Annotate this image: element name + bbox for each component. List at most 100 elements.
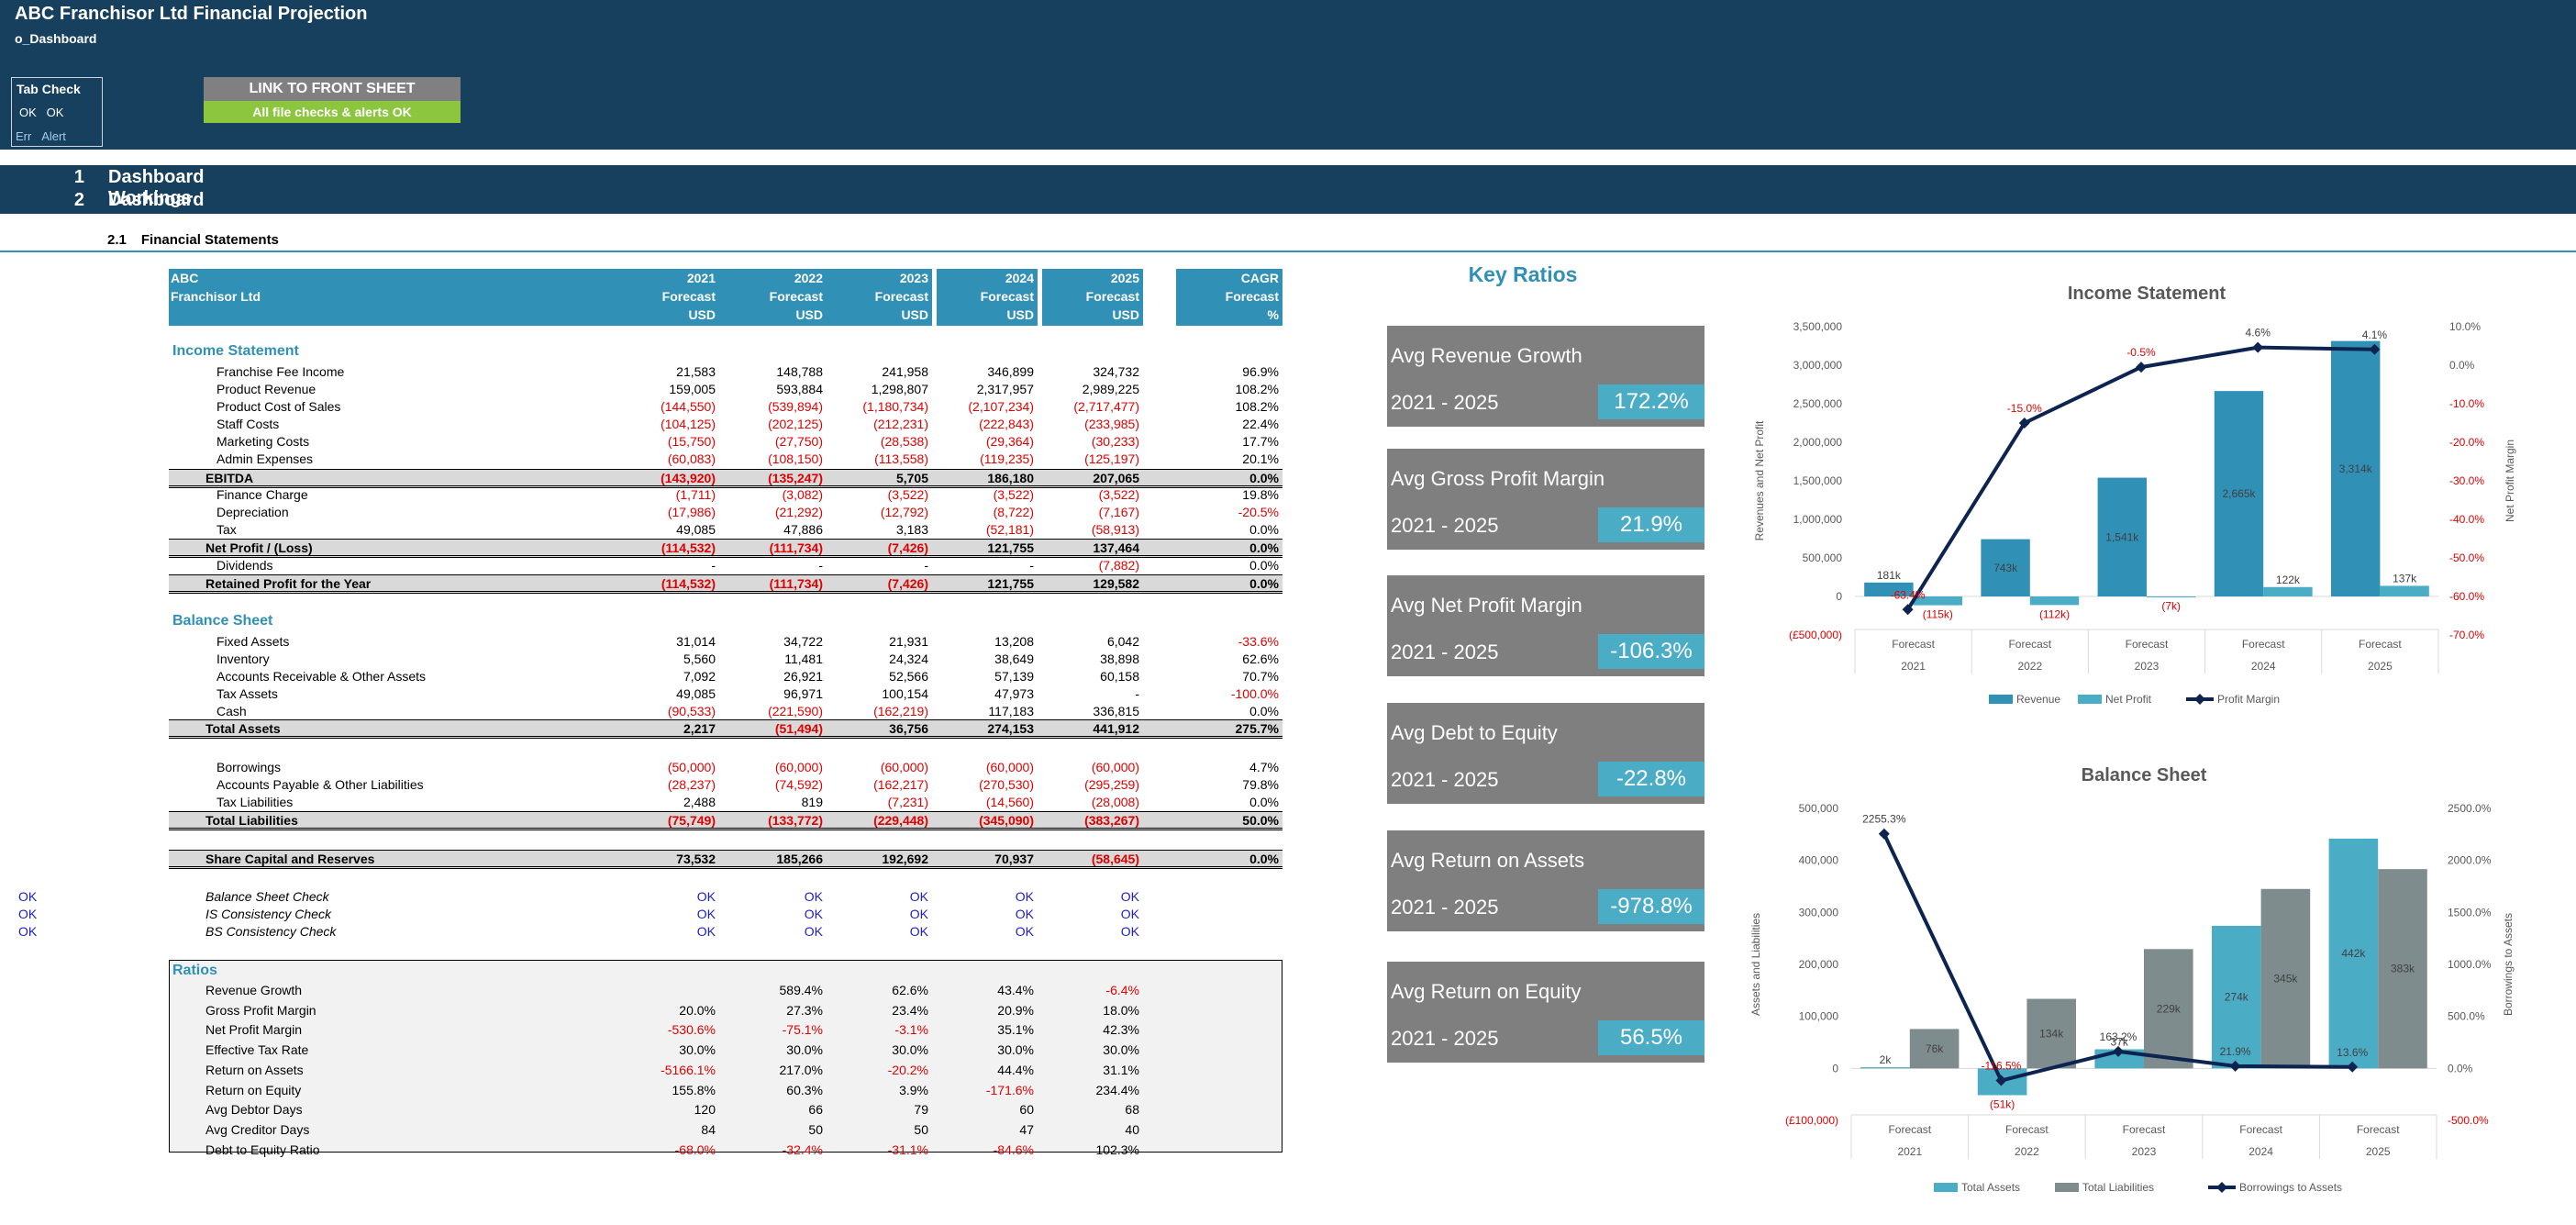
cell-2025: -	[1038, 685, 1139, 703]
cell-2022: 27.3%	[722, 1002, 823, 1019]
cell-2023: 36,756	[827, 720, 928, 738]
bar-data-label: (115k)	[1923, 608, 1953, 621]
key-ratio-value: -22.8%	[1598, 762, 1704, 796]
cell-2023: 24,324	[827, 651, 928, 668]
chart-title: Balance Sheet	[2082, 765, 2207, 785]
cell-2021: 21,583	[615, 363, 716, 381]
ratio-row: Avg Debtor Days 120 66 79 60 68	[169, 1101, 1282, 1119]
cell-2025: (58,645)	[1038, 851, 1139, 868]
key-ratio-name: Avg Net Profit Margin	[1391, 594, 1582, 618]
cell-cagr: 108.2%	[1178, 381, 1279, 398]
bar-net-profit	[2147, 596, 2195, 597]
cell-2023: (7,426)	[827, 575, 928, 593]
legend-item: Borrowings to Assets	[2208, 1181, 2342, 1194]
company-name: ABC Franchisor Ltd	[169, 269, 270, 287]
y2-tick-label: -500.0%	[2448, 1114, 2489, 1127]
link-to-front-sheet-button[interactable]: LINK TO FRONT SHEET	[204, 77, 461, 101]
table-row: Tax Assets 49,085 96,971 100,154 47,973- -100…	[169, 685, 1282, 703]
row-label: BS Consistency Check	[205, 923, 336, 941]
cell-2022: 60.3%	[722, 1082, 823, 1099]
y-tick-label: (£100,000)	[1785, 1114, 1838, 1127]
cell-2025: (383,267)	[1038, 812, 1139, 830]
line-data-label: 4.6%	[2246, 327, 2271, 340]
row-label: Total Liabilities	[205, 812, 298, 830]
row-label: Product Revenue	[217, 381, 316, 398]
cell-2023: OK	[827, 923, 928, 941]
cell-2024: 38,649	[933, 651, 1034, 668]
y-axis-title: Assets and Liabilities	[1749, 913, 1762, 1016]
retained-profit-row: Retained Profit for the Year (114,532) (11…	[169, 574, 1282, 594]
cell-cagr: 4.7%	[1178, 759, 1279, 776]
bar-total-assets	[1860, 1067, 1910, 1068]
cell-2022: 26,921	[722, 668, 823, 685]
share-capital-row: Share Capital and Reserves 73,532 185,266 1…	[169, 850, 1282, 869]
legend-label: Net Profit	[2105, 693, 2152, 706]
table-row: Admin Expenses (60,083) (108,150) (113,558)…	[169, 451, 1282, 468]
y-tick-label: 500,000	[1799, 802, 1839, 815]
y2-tick-label: 0.0%	[2448, 1062, 2473, 1075]
row-label: Finance Charge	[217, 486, 308, 504]
table-row: Marketing Costs (15,750) (27,750) (28,538)(…	[169, 433, 1282, 451]
cell-2022: OK	[722, 906, 823, 923]
ratios-title: Ratios	[172, 963, 217, 979]
cell-2025: (2,717,477)	[1038, 398, 1139, 416]
section-2-label: Dashboard	[108, 190, 204, 211]
cell-2024: -171.6%	[933, 1082, 1034, 1099]
cell-2023: (3,522)	[827, 486, 928, 504]
key-ratio-card: Avg Revenue Growth 2021 - 2025 172.2%	[1387, 326, 1704, 427]
cell-2023: (60,000)	[827, 759, 928, 776]
cell-2024: (222,843)	[933, 416, 1034, 433]
y2-tick-label: -60.0%	[2449, 590, 2484, 603]
cell-2023: (28,538)	[827, 433, 928, 451]
year-label: 2025	[1042, 269, 1143, 287]
legend-label: Total Liabilities	[2082, 1181, 2154, 1194]
cell-2025: 137,464	[1038, 540, 1139, 557]
currency-label: USD	[937, 306, 1038, 324]
cell-2024: 274,153	[933, 720, 1034, 738]
cell-cagr: 22.4%	[1178, 416, 1279, 433]
cell-2023: 3.9%	[827, 1082, 928, 1099]
tab-check-ok-2: OK	[47, 106, 64, 119]
category-label: 2024	[2248, 1145, 2273, 1158]
year-label: 2024	[937, 269, 1038, 287]
company-header-cell: ABC Franchisor Ltd	[169, 269, 270, 326]
y-tick-label: 1,500,000	[1793, 474, 1843, 487]
cell-2022: (21,292)	[722, 504, 823, 521]
cell-2021: (144,550)	[615, 398, 716, 416]
row-label: Net Profit Margin	[205, 1021, 302, 1039]
cell-2022: (27,750)	[722, 433, 823, 451]
y2-tick-label: 1000.0%	[2448, 958, 2492, 971]
cell-2021: (114,532)	[615, 575, 716, 593]
bar-net-profit	[2380, 585, 2428, 596]
bar-net-profit	[2263, 587, 2312, 596]
total-liabilities-row: Total Liabilities (75,749) (133,772) (229,4…	[169, 811, 1282, 830]
y2-tick-label: 10.0%	[2449, 320, 2481, 333]
forecast-label: Forecast	[726, 287, 827, 306]
legend-item: Total Assets	[1934, 1181, 2020, 1194]
tab-check-err: Err	[16, 129, 31, 143]
bar-data-label: 134k	[2039, 1027, 2064, 1040]
y2-axis-title: Borrowings to Assets	[2502, 913, 2515, 1016]
cell-2024: 47	[933, 1121, 1034, 1139]
ratio-row: Avg Creditor Days 84 50 50 47 40	[169, 1121, 1282, 1139]
y2-axis-title: Net Profit Margin	[2504, 440, 2516, 522]
y-tick-label: 300,000	[1799, 906, 1839, 919]
cell-2024: OK	[933, 906, 1034, 923]
ratio-row: Return on Assets -5166.1% 217.0% -20.2% 44.4…	[169, 1062, 1282, 1079]
line-data-label: -0.5%	[2126, 346, 2156, 359]
legend-swatch	[1989, 695, 2013, 704]
cell-cagr: 0.0%	[1178, 851, 1279, 868]
bar-data-label: 76k	[1926, 1042, 1944, 1055]
category-sublabel: Forecast	[2357, 1123, 2400, 1136]
year-label: 2022	[726, 269, 827, 287]
bar-data-label: 2,665k	[2222, 487, 2256, 500]
cell-cagr: 50.0%	[1178, 812, 1279, 830]
cell-2021: (28,237)	[615, 776, 716, 794]
cell-2021: 2,488	[615, 794, 716, 811]
cell-cagr: 96.9%	[1178, 363, 1279, 381]
cell-2024: 13,208	[933, 633, 1034, 651]
cell-2025: 18.0%	[1038, 1002, 1139, 1019]
row-label: Net Profit / (Loss)	[205, 540, 313, 557]
cell-2023: -31.1%	[827, 1141, 928, 1159]
cell-2023: 23.4%	[827, 1002, 928, 1019]
